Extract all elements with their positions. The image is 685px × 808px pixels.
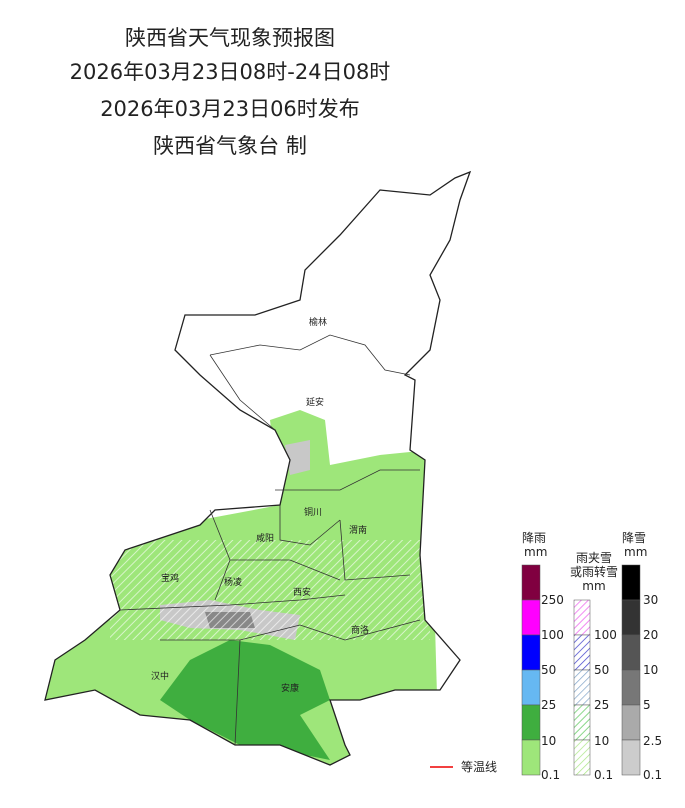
legend-level: 25 bbox=[541, 698, 556, 712]
city: 延安 bbox=[306, 396, 324, 408]
legend-level: 10 bbox=[541, 734, 556, 748]
legend-level: 50 bbox=[541, 663, 556, 677]
legend: 降雨 mm 250 100 50 25 10 0.1 雨夹雪 或雨转雪 mm 1… bbox=[430, 531, 662, 782]
legend-unit: mm bbox=[524, 545, 547, 559]
issuer: 陕西省气象台 制 bbox=[153, 134, 307, 158]
issued: 2026年03月23日06时发布 bbox=[100, 97, 360, 121]
swatch bbox=[521, 669, 541, 706]
legend-level: 100 bbox=[594, 628, 617, 642]
legend-title: 降雪 bbox=[622, 531, 646, 545]
legend-level: 20 bbox=[643, 628, 658, 642]
legend-unit: mm bbox=[624, 545, 647, 559]
legend-level: 25 bbox=[594, 698, 609, 712]
city-labels: 榆林 延安 铜川 咸阳 渭南 宝鸡 杨凌 西安 商洛 汉中 安康 bbox=[151, 316, 369, 694]
legend-unit: mm bbox=[582, 579, 605, 593]
swatch bbox=[621, 669, 641, 706]
legend-level: 5 bbox=[643, 698, 651, 712]
swatch bbox=[521, 564, 541, 601]
city: 杨凌 bbox=[224, 576, 242, 588]
swatch bbox=[521, 634, 541, 671]
swatch bbox=[621, 634, 641, 671]
swatch bbox=[621, 599, 641, 636]
city: 汉中 bbox=[151, 670, 169, 682]
legend-level: 10 bbox=[594, 734, 609, 748]
legend-title: 雨夹雪 bbox=[576, 551, 612, 565]
legend-level: 0.1 bbox=[541, 768, 560, 782]
isotherm-label: 等温线 bbox=[461, 760, 497, 774]
legend-level: 0.1 bbox=[643, 768, 662, 782]
swatch bbox=[521, 704, 541, 741]
period: 2026年03月23日08时-24日08时 bbox=[70, 60, 391, 84]
swatch bbox=[521, 599, 541, 636]
swatch bbox=[621, 564, 641, 601]
city: 榆林 bbox=[309, 316, 327, 328]
swatch bbox=[573, 599, 591, 636]
legend-level: 0.1 bbox=[594, 768, 613, 782]
title: 陕西省天气现象预报图 bbox=[125, 26, 335, 50]
legend-level: 100 bbox=[541, 628, 564, 642]
swatch bbox=[621, 704, 641, 741]
city: 安康 bbox=[281, 682, 299, 694]
swatch bbox=[573, 739, 591, 776]
legend-level: 2.5 bbox=[643, 734, 662, 748]
swatch bbox=[621, 739, 641, 776]
city: 咸阳 bbox=[256, 532, 274, 544]
province-map bbox=[44, 171, 471, 766]
legend-level: 10 bbox=[643, 663, 658, 677]
city: 商洛 bbox=[351, 624, 369, 636]
swatch bbox=[521, 739, 541, 776]
legend-level: 50 bbox=[594, 663, 609, 677]
swatch bbox=[573, 704, 591, 741]
swatch bbox=[573, 634, 591, 671]
city: 铜川 bbox=[304, 506, 322, 518]
legend-level: 250 bbox=[541, 593, 564, 607]
legend-title: 降雨 bbox=[522, 531, 546, 545]
swatch bbox=[573, 669, 591, 706]
city: 宝鸡 bbox=[161, 572, 179, 584]
legend-title: 或雨转雪 bbox=[570, 564, 618, 579]
city: 渭南 bbox=[349, 524, 367, 536]
city: 西安 bbox=[293, 586, 311, 598]
legend-level: 30 bbox=[643, 593, 658, 607]
header: 陕西省天气现象预报图 2026年03月23日08时-24日08时 2026年03… bbox=[70, 26, 391, 158]
